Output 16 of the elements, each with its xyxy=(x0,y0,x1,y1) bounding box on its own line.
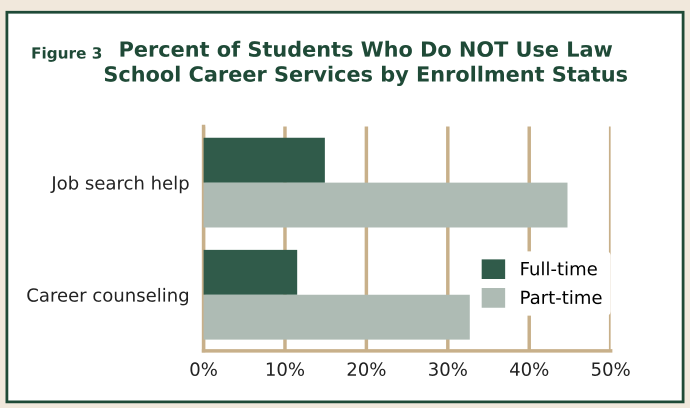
legend-label: Full-time xyxy=(521,261,597,276)
x-tick-label: 0% xyxy=(190,362,217,376)
y-tick-label: Job search help xyxy=(50,176,189,194)
bar xyxy=(204,294,470,340)
x-tick-label: 20% xyxy=(348,362,386,376)
bar xyxy=(204,138,325,183)
caption: Figure 3 xyxy=(32,46,102,62)
bar xyxy=(204,182,568,228)
x-tick-label: 50% xyxy=(592,362,630,376)
legend-label: Part-time xyxy=(521,290,602,304)
x-tick-label: 30% xyxy=(429,362,467,376)
bar xyxy=(204,250,298,295)
x-tick-label: 40% xyxy=(510,362,548,376)
x-tick-label: 10% xyxy=(266,362,304,376)
y-tick-label: Career counseling xyxy=(27,288,188,306)
chart-title: Percent of Students Who Do NOT Use Law School Career Services by Enrollment Status xyxy=(104,40,628,86)
